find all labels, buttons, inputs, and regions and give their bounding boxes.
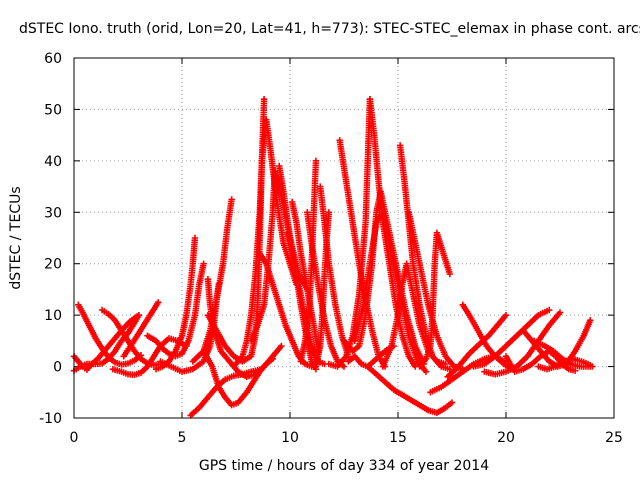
series-40 xyxy=(481,309,564,378)
series-37 xyxy=(444,311,510,381)
y-tick-label: 50 xyxy=(44,102,62,118)
data-point xyxy=(448,399,456,406)
series-31 xyxy=(364,363,456,417)
data-point xyxy=(135,311,142,319)
y-tick-label: 10 xyxy=(44,308,62,324)
series-33 xyxy=(379,260,449,370)
series-19 xyxy=(284,229,328,368)
series-6 xyxy=(120,299,162,360)
data-point xyxy=(587,361,594,369)
series-44 xyxy=(535,355,594,373)
data-point xyxy=(325,209,333,216)
x-tick-label: 5 xyxy=(178,430,187,446)
y-tick-label: 40 xyxy=(44,154,62,170)
series-27 xyxy=(366,95,419,370)
y-tick-label: -10 xyxy=(39,411,62,427)
data-point xyxy=(269,355,276,363)
data-point xyxy=(340,363,348,370)
data-point xyxy=(587,317,594,324)
y-tick-label: 60 xyxy=(44,51,62,67)
data-point xyxy=(200,260,207,267)
x-tick-label: 20 xyxy=(497,430,515,446)
y-tick-label: 20 xyxy=(44,257,62,273)
x-tick-label: 25 xyxy=(605,430,623,446)
x-tick-labels: 0 5 10 15 20 25 xyxy=(70,430,623,446)
y-tick-label: 30 xyxy=(44,205,62,221)
x-tick-label: 10 xyxy=(281,430,299,446)
series-29 xyxy=(351,209,430,375)
series-8 xyxy=(152,234,199,373)
series-35 xyxy=(416,229,454,370)
data-point xyxy=(260,95,268,103)
y-axis-label: dSTEC / TECUs xyxy=(8,186,24,289)
x-tick-label: 0 xyxy=(70,430,79,446)
series-14 xyxy=(200,347,276,409)
data-point xyxy=(571,367,579,374)
series-43 xyxy=(530,337,596,370)
data-points xyxy=(70,95,596,419)
data-point xyxy=(502,311,510,319)
data-point xyxy=(155,299,162,306)
x-tick-label: 15 xyxy=(389,430,407,446)
series-24 xyxy=(317,183,352,360)
data-point xyxy=(446,365,454,373)
data-point xyxy=(278,342,285,350)
data-point xyxy=(446,270,454,278)
data-point xyxy=(191,234,199,242)
data-point xyxy=(422,368,430,375)
data-point xyxy=(442,360,449,368)
data-point xyxy=(546,306,553,314)
chart-title: dSTEC Iono. truth (orid, Lon=20, Lat=41,… xyxy=(19,21,640,37)
data-point xyxy=(228,196,235,203)
data-point xyxy=(312,157,320,165)
x-axis-label: GPS time / hours of day 334 of year 2014 xyxy=(199,458,489,474)
data-point xyxy=(556,309,564,316)
y-tick-labels: -10 0 10 20 30 40 50 60 xyxy=(39,51,62,427)
series-39 xyxy=(470,306,553,370)
series-7 xyxy=(144,260,207,360)
y-tick-label: 0 xyxy=(53,360,62,376)
plot-frame xyxy=(73,57,615,419)
